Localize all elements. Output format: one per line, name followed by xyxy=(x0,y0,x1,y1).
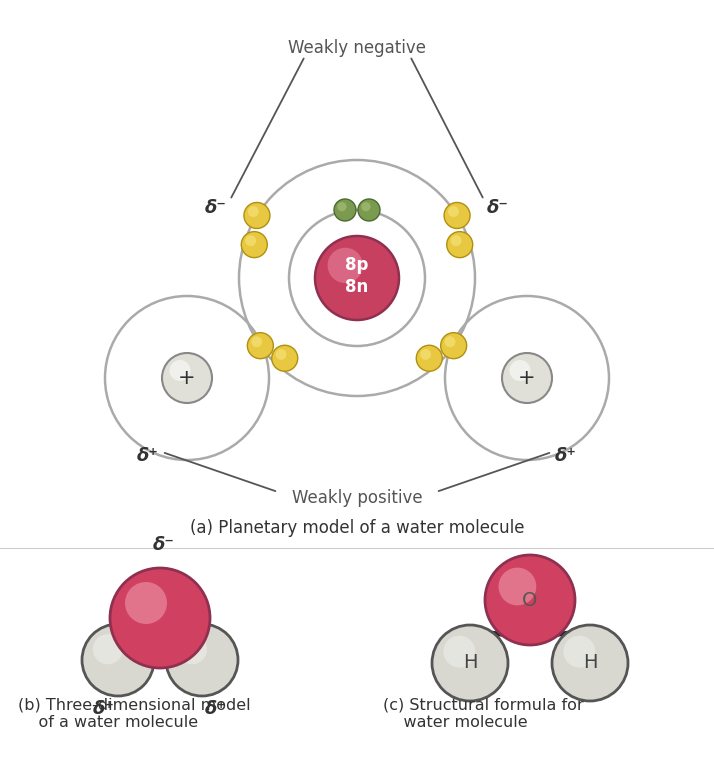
Circle shape xyxy=(251,336,262,347)
Text: (b) Three-dimensional model: (b) Three-dimensional model xyxy=(18,698,251,713)
Circle shape xyxy=(361,202,371,211)
Circle shape xyxy=(125,582,167,624)
Text: O: O xyxy=(523,591,538,610)
Circle shape xyxy=(552,625,628,701)
Circle shape xyxy=(244,203,270,228)
Circle shape xyxy=(110,568,210,668)
Text: Weakly positive: Weakly positive xyxy=(292,489,422,507)
Text: water molecule: water molecule xyxy=(383,715,528,730)
Circle shape xyxy=(241,232,267,257)
Circle shape xyxy=(358,199,380,221)
Circle shape xyxy=(502,353,552,403)
Circle shape xyxy=(245,235,256,247)
Circle shape xyxy=(82,624,154,696)
Circle shape xyxy=(444,203,470,228)
Text: H: H xyxy=(583,654,597,673)
Circle shape xyxy=(337,202,346,211)
Text: +: + xyxy=(518,368,536,388)
Text: δ⁻: δ⁻ xyxy=(153,536,175,554)
Circle shape xyxy=(443,636,476,667)
Circle shape xyxy=(162,353,212,403)
Circle shape xyxy=(416,346,442,371)
Text: δ⁺: δ⁺ xyxy=(205,700,227,718)
Circle shape xyxy=(498,568,536,605)
Circle shape xyxy=(432,625,508,701)
Text: of a water molecule: of a water molecule xyxy=(18,715,198,730)
Circle shape xyxy=(563,636,595,667)
Circle shape xyxy=(447,232,473,257)
Circle shape xyxy=(315,236,399,320)
Circle shape xyxy=(166,624,238,696)
Circle shape xyxy=(441,333,467,359)
Circle shape xyxy=(248,206,258,217)
Circle shape xyxy=(247,333,273,359)
Text: δ⁻: δ⁻ xyxy=(487,199,509,217)
Text: (c) Structural formula for: (c) Structural formula for xyxy=(383,698,583,713)
Circle shape xyxy=(93,634,123,664)
Circle shape xyxy=(448,206,459,217)
Circle shape xyxy=(445,336,456,347)
Text: δ⁺: δ⁺ xyxy=(93,700,115,718)
Text: +: + xyxy=(178,368,196,388)
Circle shape xyxy=(169,360,191,381)
Circle shape xyxy=(510,360,531,381)
Text: (a) Planetary model of a water molecule: (a) Planetary model of a water molecule xyxy=(190,519,524,537)
Text: Weakly negative: Weakly negative xyxy=(288,39,426,57)
Text: 8p
8n: 8p 8n xyxy=(346,256,368,296)
Circle shape xyxy=(177,634,207,664)
Circle shape xyxy=(334,199,356,221)
Text: δ⁺: δ⁺ xyxy=(555,447,577,465)
Circle shape xyxy=(420,349,431,360)
Circle shape xyxy=(328,248,363,283)
Circle shape xyxy=(485,555,575,645)
Text: δ⁺: δ⁺ xyxy=(137,447,159,465)
Text: H: H xyxy=(463,654,477,673)
Circle shape xyxy=(276,349,286,360)
Circle shape xyxy=(272,346,298,371)
Circle shape xyxy=(451,235,461,247)
Text: δ⁻: δ⁻ xyxy=(205,199,227,217)
